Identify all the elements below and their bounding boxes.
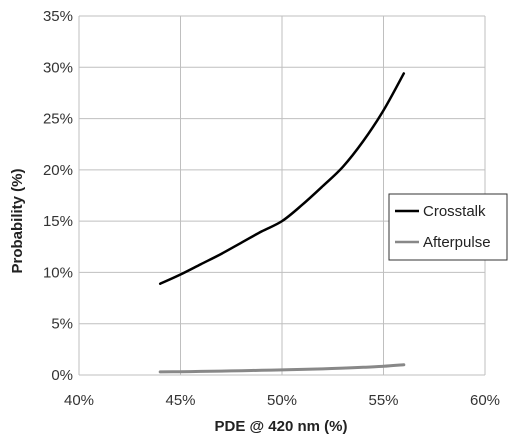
x-tick-label: 50%: [267, 392, 297, 409]
y-tick-label: 5%: [51, 316, 73, 333]
y-tick-label: 0%: [51, 367, 73, 384]
x-tick-label: 45%: [165, 392, 195, 409]
y-tick-label: 15%: [43, 213, 73, 230]
y-tick-label: 20%: [43, 162, 73, 179]
legend-label-afterpulse: Afterpulse: [423, 234, 491, 251]
x-tick-label: 55%: [368, 392, 398, 409]
legend-box: [388, 193, 508, 261]
series-line-crosstalk: [158, 72, 406, 285]
x-tick-label: 60%: [470, 392, 500, 409]
series-line-afterpulse: [158, 363, 406, 374]
tick-labels: 0% 5% 10% 15% 20% 25% 30% 35% 40% 45% 50% 55% 60%: [43, 8, 500, 409]
x-axis-title: PDE @ 420 nm (%): [215, 418, 348, 435]
y-tick-label: 35%: [43, 8, 73, 25]
y-tick-label: 30%: [43, 59, 73, 76]
y-tick-label: 10%: [43, 264, 73, 281]
legend: Crosstalk Afterpulse: [388, 193, 508, 261]
y-tick-label: 25%: [43, 111, 73, 128]
x-tick-label: 40%: [64, 392, 94, 409]
y-axis-title: Probability (%): [9, 168, 26, 273]
legend-label-crosstalk: Crosstalk: [423, 203, 486, 220]
series-lines: [158, 72, 406, 374]
